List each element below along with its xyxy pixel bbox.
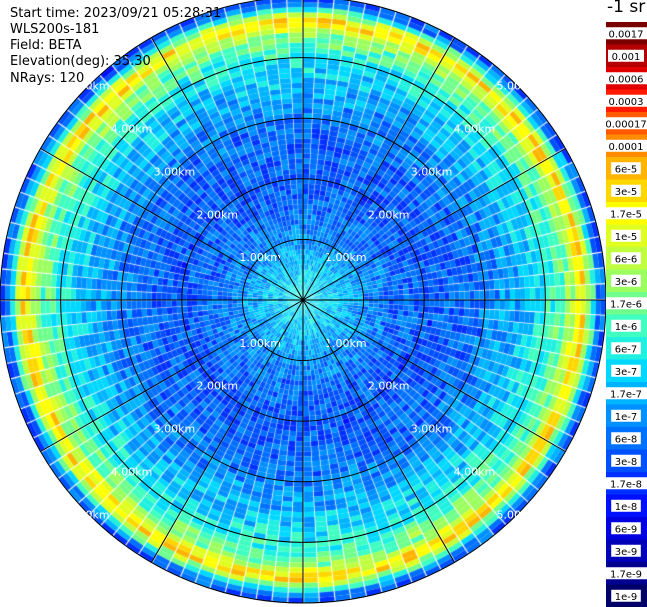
range-ring-label: 1.00km — [239, 337, 281, 350]
colorbar-tick-bg — [606, 567, 647, 580]
colorbar-tick-label: 1.7e-8 — [610, 479, 642, 490]
colorbar-tick-bg — [611, 342, 641, 355]
colorbar-tick-label: 1e-9 — [615, 592, 638, 603]
range-ring-label: 3.00km — [154, 165, 196, 178]
range-ring-label: 1.00km — [325, 251, 367, 264]
colorbar-tick-bg — [611, 499, 641, 512]
colorbar-tick-bg — [606, 477, 647, 490]
colorbar-tick-bg — [611, 522, 641, 535]
range-ring-label: 3.00km — [411, 165, 453, 178]
colorbar-tick-bg — [611, 229, 641, 242]
colorbar-tick-bg — [606, 139, 647, 152]
colorbar-tick-label: 3e-5 — [615, 187, 638, 198]
colorbar-tick-bg — [606, 27, 647, 40]
range-ring-label: 3.00km — [154, 423, 196, 436]
colorbar-tick-bg — [611, 589, 641, 602]
colorbar-tick-label: 0.0003 — [609, 97, 644, 108]
colorbar-tick-label: 1e-6 — [615, 322, 638, 333]
colorbar-tick-bg — [611, 364, 641, 377]
colorbar-tick-label: 1e-8 — [615, 502, 638, 513]
azimuth-line — [302, 299, 566, 452]
field-label: Field: BETA — [10, 38, 82, 53]
range-ring-label: 4.00km — [454, 465, 496, 478]
range-ring-label: 1.00km — [239, 251, 281, 264]
range-ring-label: 5.00km — [496, 508, 538, 521]
azimuth-line — [151, 37, 304, 301]
colorbar-tick-bg — [611, 274, 641, 287]
colorbar-tick-label: 6e-7 — [615, 344, 638, 355]
colorbar-tick-bg — [611, 252, 641, 265]
colorbar-tick-label: 0.0006 — [609, 74, 644, 85]
range-ring-label: 2.00km — [197, 380, 239, 393]
colorbar-tick-label: 0.0017 — [609, 29, 644, 40]
start-time-label: Start time: 2023/09/21 05:28:31 — [10, 6, 222, 21]
colorbar-tick-bg — [606, 297, 647, 310]
colorbar-tick-bg — [611, 544, 641, 557]
colorbar-tick-bg — [611, 319, 641, 332]
nrays-label: NRays: 120 — [10, 71, 85, 86]
colorbar-tick-bg — [608, 49, 644, 62]
colorbar-tick-label: 0.0001 — [609, 142, 644, 153]
colorbar-tick-label: 3e-6 — [615, 277, 638, 288]
colorbar-tick-bg — [606, 207, 647, 220]
colorbar-tick-label: 1e-5 — [615, 232, 638, 243]
colorbar-tick-label: 3e-7 — [615, 367, 638, 378]
range-ring-label: 5.00km — [68, 508, 110, 521]
colorbar-tick-label: 6e-9 — [615, 524, 638, 535]
range-ring-label: 2.00km — [368, 208, 410, 221]
colorbar-unit-label: -1 sr — [607, 0, 646, 17]
colorbar-tick-label: 6e-5 — [615, 164, 638, 175]
azimuth-line — [40, 299, 304, 452]
colorbar-tick-bg — [611, 432, 641, 445]
colorbar-tick-label: 0.001 — [612, 52, 641, 63]
range-ring-label: 5.00km — [68, 80, 110, 93]
colorbar-tick-bg — [611, 184, 641, 197]
colorbar-tick-label: 3e-8 — [615, 457, 638, 468]
colorbar-tick-bg — [611, 454, 641, 467]
range-ring-label: 5.00km — [496, 80, 538, 93]
elevation-label: Elevation(deg): 35.30 — [10, 54, 151, 69]
range-ring-label: 3.00km — [411, 423, 453, 436]
colorbar-tick-bg — [606, 387, 647, 400]
range-ring-label: 4.00km — [454, 123, 496, 136]
colorbar-tick-bg — [606, 94, 647, 107]
colorbar-tick-label: 1.7e-5 — [610, 209, 642, 220]
range-ring-label: 2.00km — [197, 208, 239, 221]
azimuth-line — [302, 299, 455, 563]
colorbar-tick-bg — [611, 162, 641, 175]
colorbar: 0.0017 0.001 0.0006 0.0003 0.00017 0.0001 6e-5… — [606, 22, 647, 607]
colorbar-tick-label: 1.7e-6 — [610, 299, 642, 310]
colorbar-tick-label: 0.00017 — [606, 119, 647, 130]
colorbar-tick-bg — [606, 117, 647, 130]
colorbar-tick-label: 6e-8 — [615, 434, 638, 445]
colorbar-tick-label: 1e-7 — [615, 412, 638, 423]
ppi-overlay: 1.00km 1.00km 1.00km 1.00km 2.00km 2.00km 2.00… — [0, 0, 606, 604]
range-ring-label: 4.00km — [111, 123, 153, 136]
device-label: WLS200s-181 — [10, 22, 100, 37]
azimuth-line — [40, 148, 304, 301]
azimuth-line — [302, 37, 455, 301]
colorbar-tick-label: 3e-9 — [615, 547, 638, 558]
range-ring-label: 4.00km — [111, 465, 153, 478]
range-ring-label: 2.00km — [368, 380, 410, 393]
colorbar-tick-label: 1.7e-7 — [610, 389, 642, 400]
azimuth-line — [302, 148, 566, 301]
colorbar-tick-bg — [606, 72, 647, 85]
azimuth-line — [151, 299, 304, 563]
colorbar-tick-bg — [611, 409, 641, 422]
colorbar-tick-label: 6e-6 — [615, 254, 638, 265]
colorbar-tick-label: 1.7e-9 — [610, 569, 642, 580]
range-ring-label: 1.00km — [325, 337, 367, 350]
